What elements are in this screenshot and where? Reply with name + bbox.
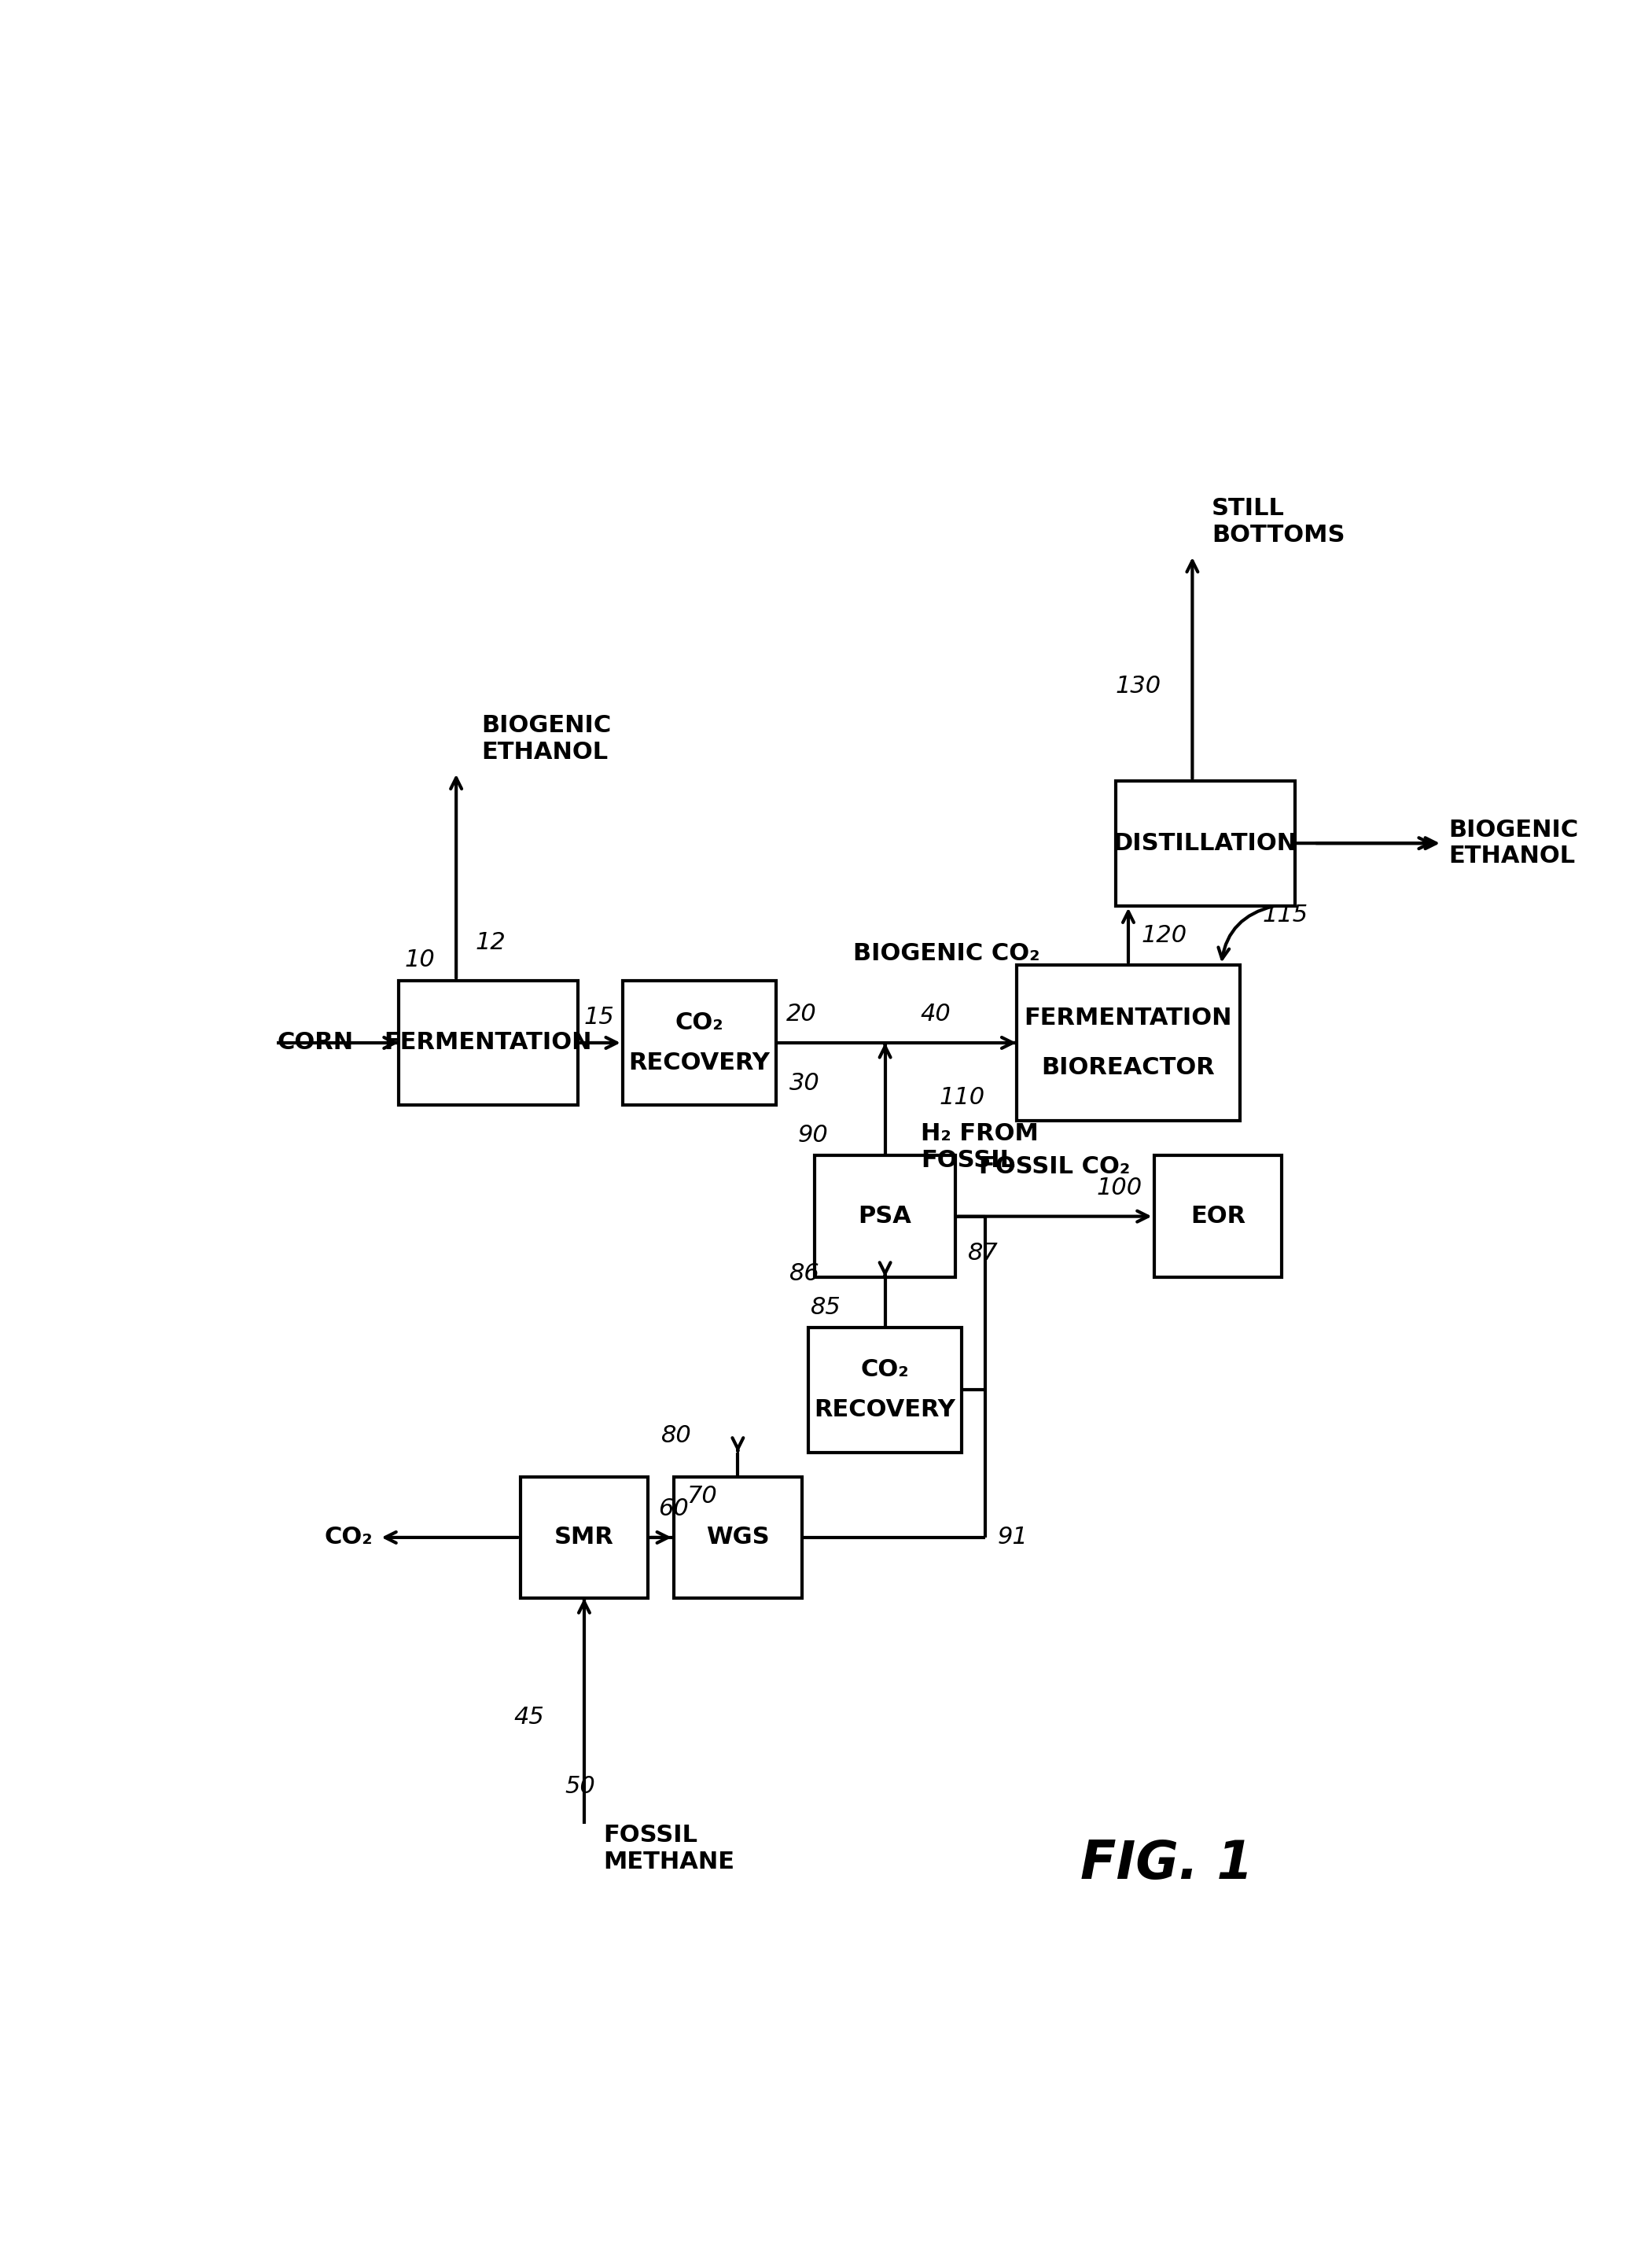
FancyBboxPatch shape	[814, 1156, 955, 1278]
Text: 85: 85	[811, 1296, 841, 1319]
Text: BIOGENIC
ETHANOL: BIOGENIC ETHANOL	[1449, 818, 1578, 868]
Text: FERMENTATION: FERMENTATION	[1024, 1008, 1232, 1030]
Text: 115: 115	[1262, 904, 1308, 926]
Text: 10: 10	[405, 949, 436, 971]
Text: 87: 87	[968, 1242, 999, 1264]
Text: H₂ FROM
FOSSIL: H₂ FROM FOSSIL	[920, 1122, 1039, 1172]
Text: 70: 70	[687, 1485, 717, 1508]
Text: WGS: WGS	[705, 1526, 770, 1548]
FancyBboxPatch shape	[398, 980, 578, 1104]
Text: 100: 100	[1097, 1177, 1142, 1199]
Text: CORN: CORN	[278, 1032, 354, 1055]
Text: DISTILLATION: DISTILLATION	[1113, 832, 1297, 854]
Text: FERMENTATION: FERMENTATION	[385, 1032, 591, 1055]
Text: 91: 91	[998, 1526, 1028, 1548]
FancyBboxPatch shape	[520, 1476, 648, 1598]
Text: BIOGENIC
ETHANOL: BIOGENIC ETHANOL	[482, 715, 611, 764]
FancyBboxPatch shape	[1115, 780, 1295, 906]
Text: 30: 30	[790, 1073, 819, 1095]
Text: 90: 90	[798, 1125, 828, 1147]
FancyBboxPatch shape	[1016, 965, 1241, 1120]
FancyBboxPatch shape	[808, 1328, 961, 1452]
Text: 86: 86	[790, 1262, 819, 1285]
Text: FOSSIL
METHANE: FOSSIL METHANE	[603, 1823, 735, 1873]
Text: RECOVERY: RECOVERY	[814, 1397, 957, 1422]
Text: PSA: PSA	[859, 1206, 912, 1228]
Text: 40: 40	[920, 1003, 952, 1026]
Text: 120: 120	[1142, 924, 1186, 947]
Text: SMR: SMR	[555, 1526, 615, 1548]
Text: 110: 110	[940, 1086, 985, 1109]
Text: FOSSIL CO₂: FOSSIL CO₂	[980, 1156, 1130, 1179]
FancyBboxPatch shape	[1153, 1156, 1282, 1278]
Text: RECOVERY: RECOVERY	[629, 1050, 770, 1075]
Text: EOR: EOR	[1191, 1206, 1246, 1228]
Text: STILL
BOTTOMS: STILL BOTTOMS	[1211, 498, 1345, 545]
Text: 15: 15	[585, 1005, 615, 1028]
Text: BIOGENIC CO₂: BIOGENIC CO₂	[852, 942, 1039, 965]
Text: CO₂: CO₂	[676, 1012, 724, 1035]
Text: 60: 60	[659, 1497, 689, 1519]
Text: 50: 50	[565, 1774, 595, 1799]
FancyBboxPatch shape	[674, 1476, 801, 1598]
Text: 45: 45	[514, 1706, 544, 1729]
Text: 80: 80	[661, 1425, 692, 1447]
Text: 20: 20	[786, 1003, 818, 1026]
Text: CO₂: CO₂	[861, 1359, 909, 1382]
Text: CO₂: CO₂	[324, 1526, 373, 1548]
Text: FIG. 1: FIG. 1	[1080, 1837, 1254, 1889]
Text: 12: 12	[476, 931, 506, 953]
Text: 130: 130	[1115, 674, 1161, 696]
FancyBboxPatch shape	[623, 980, 776, 1104]
Text: BIOREACTOR: BIOREACTOR	[1041, 1057, 1216, 1080]
